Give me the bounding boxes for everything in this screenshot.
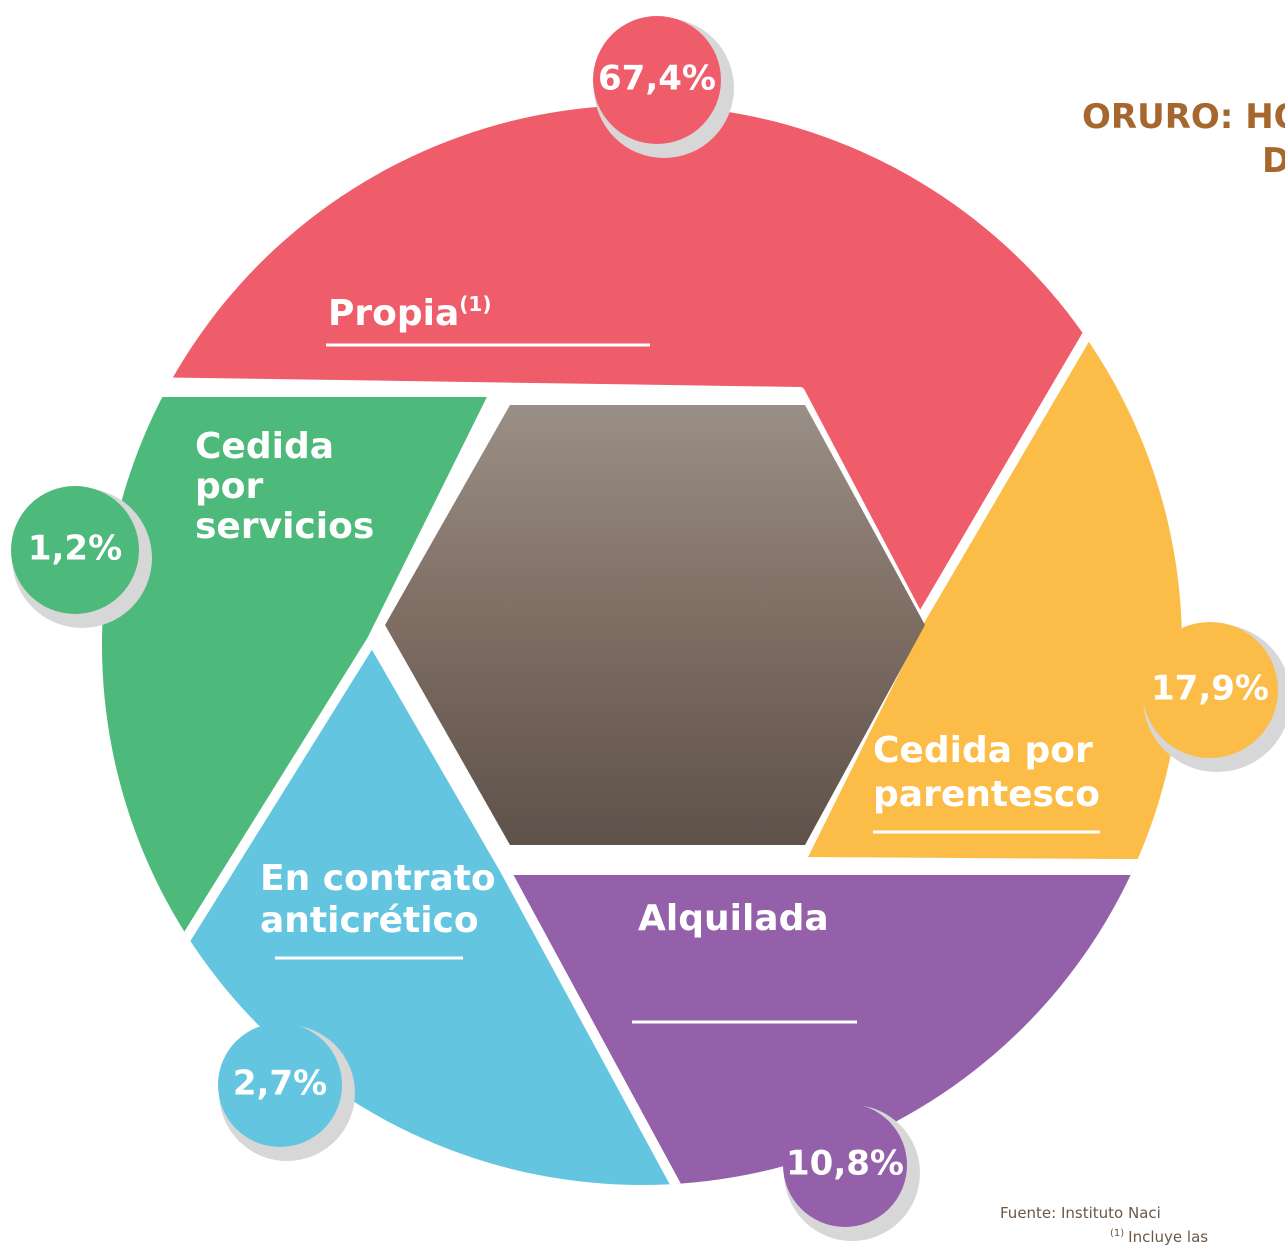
footnote: (1) Incluye las (1110, 1228, 1208, 1246)
value: 17,9% (1151, 669, 1269, 709)
footnote-marker: (1) (1110, 1228, 1124, 1239)
title: ORURO: HO (1082, 97, 1285, 137)
label: anticrético (260, 900, 479, 941)
label: Cedida por (873, 730, 1093, 771)
source: Fuente: Instituto Naci (1000, 1204, 1161, 1222)
label: Cedida (195, 426, 334, 467)
label: por (195, 466, 264, 507)
value: 10,8% (786, 1144, 904, 1184)
footnote-text: Incluye las (1128, 1228, 1208, 1246)
value: 1,2% (28, 529, 122, 569)
label: servicios (195, 506, 374, 547)
label: Alquilada (638, 898, 829, 939)
title: D (1262, 141, 1285, 181)
value: 2,7% (233, 1064, 327, 1104)
label: En contrato (260, 858, 496, 899)
label-text: Propia (328, 293, 459, 334)
infographic: 67,4% 1,2% 17,9% 2,7% 10,8% Propia(1) Ce… (0, 0, 1285, 1249)
value: 67,4% (598, 59, 716, 99)
label: parentesco (873, 774, 1100, 815)
label-note: (1) (459, 292, 491, 316)
